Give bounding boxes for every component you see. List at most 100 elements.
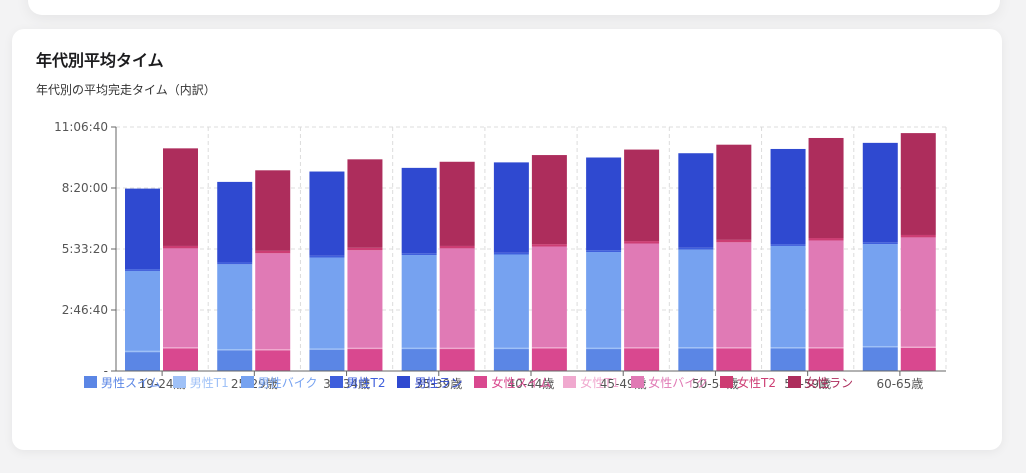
bar-segment <box>494 253 529 255</box>
legend-swatch <box>330 376 343 388</box>
bar-segment <box>125 351 160 352</box>
bar-segment <box>771 246 806 347</box>
bar-segment <box>163 347 198 348</box>
bar-segment <box>309 350 344 371</box>
bar-segment <box>532 244 567 246</box>
y-tick-label: 11:06:40 <box>54 120 108 134</box>
bar-segment <box>255 349 290 350</box>
legend-swatch <box>631 376 644 388</box>
legend-swatch <box>173 376 186 388</box>
legend-item[interactable]: 男性バイク <box>241 374 318 391</box>
y-tick-label: 2:46:40 <box>62 303 108 317</box>
bar-segment <box>217 262 252 264</box>
bar-segment <box>863 347 898 371</box>
legend-swatch <box>720 376 733 388</box>
legend-item[interactable]: 男性T1 <box>173 374 229 391</box>
bar-segment <box>624 347 659 348</box>
bar-segment <box>255 170 290 251</box>
bar-segment <box>863 346 898 347</box>
bar-segment <box>716 242 751 347</box>
bar-segment <box>440 246 475 248</box>
bar-segment <box>678 250 713 348</box>
bar-segment <box>678 153 713 248</box>
bar-segment <box>771 149 806 244</box>
bar-segment <box>532 155 567 244</box>
bar-segment <box>532 348 567 371</box>
legend-item[interactable]: 女性ラン <box>788 374 853 391</box>
chart-legend: 男性スイム 男性T1 男性バイク 男性T2 男性ラン 女性スイム 女性T1 女性バイク 女性T2… <box>84 374 865 390</box>
bar-segment <box>402 253 437 255</box>
legend-item[interactable]: 男性ラン <box>397 374 462 391</box>
bar-segment <box>678 348 713 371</box>
bar-segment <box>586 349 621 371</box>
legend-label: 男性ラン <box>414 374 462 391</box>
legend-swatch <box>84 376 97 388</box>
y-tick-label: 5:33:20 <box>62 242 108 256</box>
bar-segment <box>863 143 898 242</box>
bar-segment <box>163 248 198 347</box>
legend-swatch <box>474 376 487 388</box>
legend-item[interactable]: 女性T2 <box>720 374 776 391</box>
legend-label: 男性T1 <box>190 374 229 391</box>
legend-item[interactable]: 男性T2 <box>330 374 386 391</box>
bar-segment <box>494 348 529 349</box>
legend-item[interactable]: 男性スイム <box>84 374 161 391</box>
bar-segment <box>586 348 621 349</box>
bar-segment <box>716 240 751 242</box>
bar-segment <box>716 347 751 348</box>
bar-segment <box>309 258 344 349</box>
bar-segment <box>901 347 936 348</box>
bar-segment <box>586 250 621 252</box>
bar-segment <box>532 347 567 348</box>
bar-segment <box>901 133 936 235</box>
legend-label: 男性バイク <box>258 374 318 391</box>
bar-segment <box>125 269 160 271</box>
bar-segment <box>586 158 621 251</box>
bar-segment <box>624 348 659 371</box>
bar-segment <box>716 348 751 371</box>
legend-label: 女性スイム <box>491 374 551 391</box>
bar-segment <box>163 148 198 246</box>
bar-segment <box>440 248 475 347</box>
legend-item[interactable]: 女性バイク <box>631 374 708 391</box>
x-tick-label: 60-65歳 <box>876 377 923 391</box>
bar-segment <box>163 348 198 371</box>
legend-label: 女性バイク <box>648 374 708 391</box>
bar-segment <box>440 349 475 371</box>
legend-item[interactable]: 女性スイム <box>474 374 551 391</box>
bar-segment <box>309 348 344 349</box>
bar-segment <box>255 253 290 349</box>
bar-segment <box>125 189 160 270</box>
bar-segment <box>901 235 936 237</box>
bar-segment <box>678 347 713 348</box>
bar-segment <box>771 348 806 371</box>
bar-segment <box>347 250 382 348</box>
legend-swatch <box>241 376 254 388</box>
bar-segment <box>309 172 344 256</box>
bar-segment <box>624 150 659 242</box>
bar-segment <box>347 159 382 247</box>
bar-segment <box>494 162 529 252</box>
bar-segment <box>440 162 475 246</box>
bar-segment <box>624 241 659 243</box>
legend-label: 男性T2 <box>347 374 386 391</box>
bar-segment <box>863 244 898 346</box>
legend-swatch <box>788 376 801 388</box>
bar-segment <box>809 138 844 238</box>
bar-segment <box>217 350 252 371</box>
bar-segment <box>901 348 936 371</box>
bar-segment <box>494 254 529 347</box>
stacked-bar-chart: -2:46:405:33:208:20:0011:06:4019-24歳 25-2… <box>0 0 1026 473</box>
bar-segment <box>255 350 290 371</box>
bar-segment <box>771 347 806 348</box>
legend-label: 女性ラン <box>805 374 853 391</box>
bar-segment <box>125 271 160 351</box>
bar-segment <box>217 182 252 263</box>
bar-segment <box>402 255 437 348</box>
bar-segment <box>347 248 382 250</box>
bar-segment <box>678 248 713 250</box>
bar-segment <box>809 347 844 348</box>
bar-segment <box>402 168 437 253</box>
bar-segment <box>809 348 844 371</box>
legend-item[interactable]: 女性T1 <box>563 374 619 391</box>
